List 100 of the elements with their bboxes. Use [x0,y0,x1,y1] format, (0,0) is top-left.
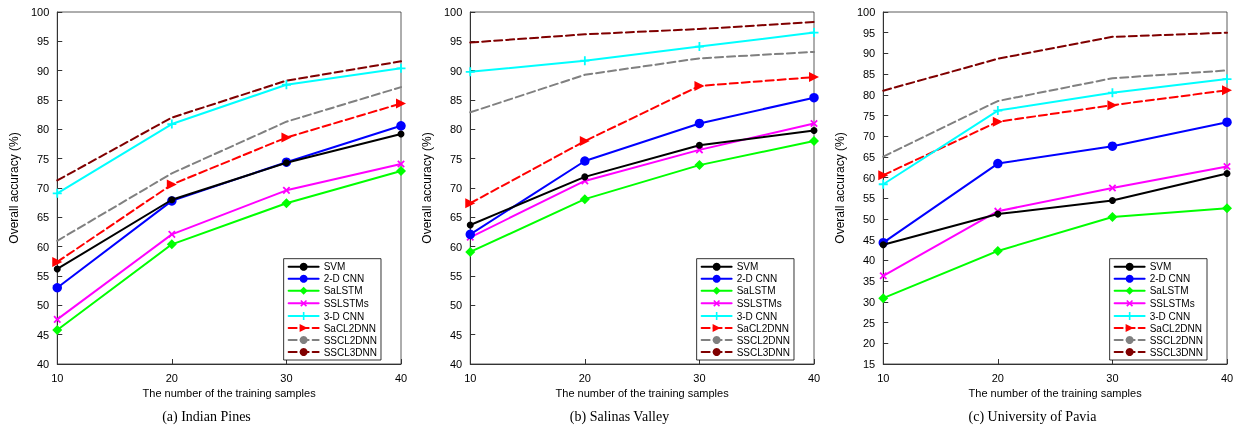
y-tick-label: 90 [450,64,463,77]
point [810,127,818,134]
point [52,283,62,293]
y-tick-label: 60 [450,240,463,253]
point [1108,196,1116,204]
x-tick-label: 40 [807,371,821,384]
point [1223,170,1231,177]
y-tick-label: 65 [863,150,876,163]
y-tick-label: 85 [37,94,50,106]
x-tick-label: 10 [464,371,477,384]
point [809,92,819,103]
x-tick-label: 30 [1106,371,1119,384]
point [992,116,1003,127]
x-tick-label: 10 [51,371,64,384]
x-axis-title: The number of the training samples [142,387,317,400]
point [397,160,405,168]
y-tick-label: 100 [443,6,463,18]
point [396,165,406,176]
line-series [469,20,815,44]
y-tick-label: 60 [863,171,876,184]
x-axis-title: The number of the training samples [555,387,730,400]
point [52,188,62,198]
y-tick-label: 60 [37,240,50,253]
point [809,136,819,147]
y-tick-label: 40 [37,358,50,370]
x-tick-label: 40 [394,371,408,384]
point [878,293,889,304]
legend-label: SSCL3DNN [736,346,791,358]
point [168,230,176,239]
y-tick-label: 40 [863,254,876,267]
legend-label: SSLSTMs [736,297,782,309]
point [581,173,589,181]
point [465,67,475,77]
legend-label: SSLSTMs [323,297,369,309]
y-tick-label: 65 [37,211,50,224]
point [809,72,819,83]
legend-label: SVM [323,261,346,273]
y-tick-label: 95 [863,26,876,39]
x-tick-label: 20 [991,371,1004,384]
point [465,229,475,240]
point [166,179,177,190]
point [1107,211,1118,222]
legend-label: SaCL2DNN [323,322,376,334]
legend-label: SaLSTM [736,285,776,297]
point [580,56,590,66]
y-axis-title: Overall accuracy (%) [833,132,847,244]
x-tick-label: 10 [877,371,890,384]
point [695,141,703,149]
legend-label: 3-D CNN [736,310,778,322]
y-tick-label: 75 [863,109,876,122]
y-tick-label: 40 [450,358,463,370]
point [52,256,63,267]
legend-label: SSCL2DNN [736,334,791,346]
line-series [56,86,402,242]
point [465,246,476,257]
point [694,160,705,171]
y-tick-label: 45 [450,328,463,341]
legend-label: SaLSTM [323,285,363,297]
x-tick-label: 30 [280,371,293,384]
point [1107,100,1118,111]
line-series [882,31,1228,92]
y-tick-label: 85 [863,68,876,81]
y-tick-label: 25 [863,316,876,329]
legend-label: SSCL2DNN [1149,334,1204,346]
legend-label: 2-D CNN [323,273,365,285]
y-tick-label: 30 [863,295,876,308]
y-tick-label: 55 [863,192,876,205]
text: (a) Indian Pines [162,408,251,425]
y-tick-label: 70 [37,182,50,194]
point [878,170,889,181]
y-tick-label: 55 [450,270,463,282]
legend-label: SaCL2DNN [736,322,789,334]
x-axis-title: The number of the training samples [968,387,1143,400]
y-tick-label: 35 [863,275,876,288]
legend-label: SSCL3DNN [323,346,378,358]
legend-label: SSCL3DNN [1149,346,1204,358]
point [580,156,590,166]
point [993,158,1003,169]
point [282,186,291,195]
point [52,324,63,335]
y-tick-label: 70 [450,182,463,194]
point [879,271,888,280]
legend-label: SVM [1149,261,1172,273]
legend-label: SSLSTMs [1149,297,1195,309]
text: (c) University of Pavia [968,408,1098,425]
y-tick-label: 100 [856,6,876,18]
y-axis-title: Overall accuracy (%) [420,132,434,244]
legend-label: 3-D CNN [323,310,365,322]
legend-label: SSCL2DNN [323,334,378,346]
point [1222,203,1232,214]
y-tick-label: 95 [450,35,463,48]
legend-label: SVM [736,261,759,273]
legend-label: SaLSTM [1149,285,1189,297]
point [465,198,476,209]
y-tick-label: 90 [37,64,50,77]
y-tick-label: 50 [450,299,463,312]
x-tick-label: 20 [578,371,591,384]
line-series [882,69,1228,158]
legend-label: SaCL2DNN [1149,322,1202,334]
point [878,179,888,189]
